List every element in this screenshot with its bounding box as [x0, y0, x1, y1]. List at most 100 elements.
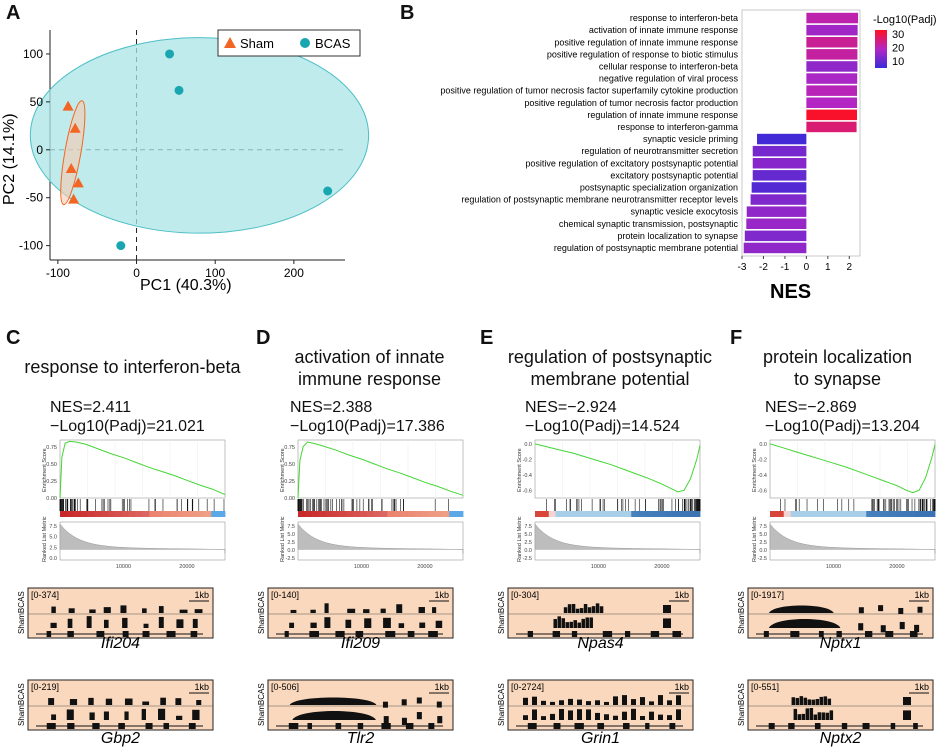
rank-color-segment — [183, 511, 192, 517]
bcas-point — [165, 49, 175, 59]
metric-frame — [59, 521, 226, 561]
rank-color-segment — [121, 511, 130, 517]
coverage-peak — [595, 700, 600, 705]
coverage-peak — [823, 696, 828, 705]
gene-exon — [355, 631, 364, 637]
rank-color-segment — [359, 511, 368, 517]
gene-exon — [118, 723, 125, 729]
coverage-peak — [825, 712, 830, 720]
coverage-peak — [799, 696, 804, 705]
coverage-peak — [676, 695, 681, 705]
coverage-peak — [898, 607, 904, 614]
nes-bar — [806, 37, 858, 48]
gene-exon — [307, 723, 313, 729]
rank-color-segment — [672, 511, 680, 517]
es-ytick-label: -0.2 — [523, 457, 532, 463]
rank-color-segment — [907, 511, 915, 517]
gene-exon — [428, 723, 435, 729]
coverage-peak — [604, 701, 609, 705]
coverage-peak — [878, 605, 884, 612]
nes-bar — [806, 61, 858, 72]
coverage-peak — [631, 699, 636, 705]
pca-xtick-label: -100 — [46, 266, 70, 280]
coverage-peak — [67, 618, 73, 628]
rank-color-segment — [658, 511, 667, 517]
rank-color-segment — [204, 511, 212, 517]
pca-legend-box — [217, 29, 361, 57]
nes-term-label: positive regulation of tumor necrosis fa… — [440, 86, 738, 96]
coverage-peak — [567, 604, 572, 613]
gene-exon — [841, 723, 848, 729]
rank-color-segment — [603, 511, 612, 517]
coverage-peak — [290, 609, 297, 613]
gene-exon — [309, 631, 320, 637]
gene-exon — [814, 723, 821, 729]
rank-color-segment — [197, 511, 205, 517]
rank-color-segment — [394, 511, 402, 517]
gene-exon — [885, 631, 894, 637]
rank-color-segment — [583, 511, 591, 517]
coverage-peak — [364, 618, 372, 628]
rank-color-segment — [535, 511, 543, 517]
coverage-peak — [676, 709, 681, 720]
rank-color-segment — [776, 511, 785, 517]
nes-bar — [751, 182, 807, 193]
nes-xtick-label: 0 — [804, 262, 810, 273]
metric-xtick-label: 20000 — [179, 564, 194, 570]
nes-term-label: excitatory postsynaptic potential — [610, 170, 738, 180]
nes-term-label: response to interferon-gamma — [617, 122, 738, 132]
coverage-peak — [103, 619, 109, 628]
gene-exon — [864, 631, 873, 637]
rank-color-segment — [318, 511, 326, 517]
rank-color-segment — [596, 511, 605, 517]
rank-color-segment — [353, 511, 361, 517]
rank-color-segment — [142, 511, 150, 517]
rank-color-segment — [638, 511, 646, 517]
bcas-ellipse — [29, 37, 370, 234]
coverage-peak — [310, 609, 316, 613]
coverage-peak — [416, 697, 422, 704]
gene-exon — [768, 723, 775, 729]
rank-color-segment — [665, 511, 673, 517]
gene-exon — [166, 631, 176, 637]
rank-color-segment — [211, 511, 219, 517]
coverage-peak — [631, 708, 636, 720]
coverage-peak — [289, 697, 377, 705]
legend-sham-marker — [224, 37, 236, 48]
coverage-peak — [523, 715, 528, 720]
nes-term-label: protein localization to synapse — [617, 231, 738, 241]
es-ytick-label: 0.25 — [284, 479, 295, 485]
rank-color-segment — [811, 511, 819, 517]
metric-area — [769, 523, 936, 554]
rank-color-segment — [562, 511, 570, 517]
gene-exon — [553, 723, 561, 729]
coverage-peak — [569, 621, 573, 628]
gene-exon — [188, 723, 196, 729]
coverage-peak — [179, 609, 188, 613]
panel-letter-b: B — [400, 2, 415, 24]
coverage-peak — [541, 700, 546, 705]
gene-exon — [763, 631, 769, 637]
rank-color-segment — [541, 511, 550, 517]
rank-color-segment — [866, 511, 874, 517]
coverage-peak — [89, 609, 96, 613]
gene-exon — [597, 723, 605, 729]
es-ytick-label: -0.6 — [523, 488, 532, 494]
rank-color-segment — [886, 511, 895, 517]
track-scale: 1kb — [434, 590, 449, 600]
coverage-peak — [586, 709, 591, 720]
coverage-peak — [793, 708, 798, 720]
nes-bar-chart: response to interferon-beta activation of… — [440, 9, 937, 303]
bcas-point — [174, 85, 184, 95]
nes-bar — [806, 109, 857, 121]
coverage-peak — [541, 716, 546, 720]
nes-term-label: regulation of postsynaptic membrane pote… — [554, 243, 738, 253]
coverage-peak — [124, 711, 129, 720]
gene-name: Nptx2 — [820, 730, 862, 747]
track-scale: 1kb — [194, 590, 209, 600]
coverage-peak — [815, 698, 820, 705]
nes-bar — [750, 194, 807, 205]
gene-exon — [862, 723, 870, 729]
coverage-peak — [51, 714, 57, 720]
gene-exon — [92, 723, 100, 729]
